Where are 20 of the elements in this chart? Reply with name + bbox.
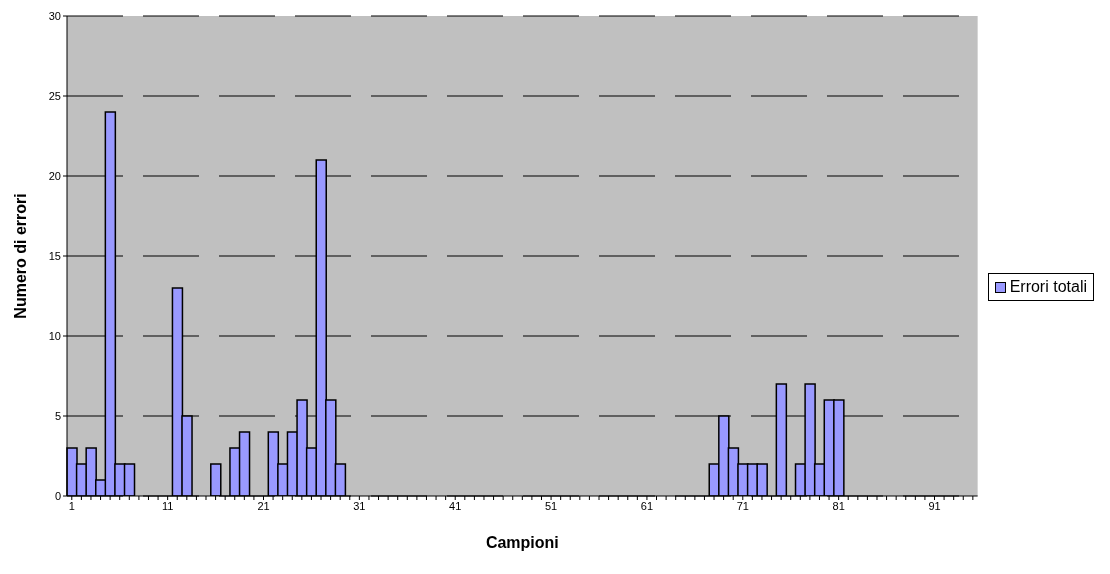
y-tick-label: 15	[48, 249, 61, 262]
x-tick-label: 1	[68, 499, 75, 512]
x-tick-label: 21	[257, 499, 270, 512]
x-tick-label: 81	[832, 499, 845, 512]
y-tick-label: 0	[54, 489, 61, 502]
y-tick-label: 25	[48, 89, 61, 102]
x-tick-label: 61	[640, 499, 654, 512]
y-tick-label: 30	[48, 9, 61, 22]
x-tick-label: 41	[449, 499, 462, 512]
x-tick-label: 31	[353, 499, 366, 512]
y-tick-label: 5	[54, 409, 61, 422]
x-tick-label: 11	[161, 499, 174, 512]
x-tick-label: 91	[928, 499, 941, 512]
x-tick-label: 71	[736, 499, 749, 512]
y-axis-title: Numero di errori	[11, 193, 29, 319]
y-tick-label: 20	[48, 169, 61, 182]
y-tick-label: 10	[48, 329, 61, 342]
legend-label: Errori totali	[1009, 278, 1087, 296]
x-tick-label: 51	[544, 499, 558, 512]
x-axis-title: Campioni	[485, 534, 559, 551]
